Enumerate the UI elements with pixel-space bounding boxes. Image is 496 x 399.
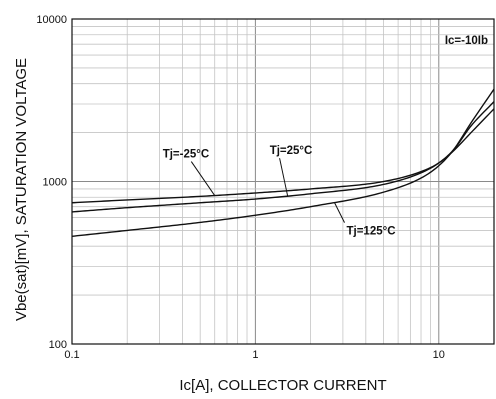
annotation-leader — [279, 158, 289, 197]
condition-label: Ic=-10Ib — [445, 35, 488, 47]
x-tick-label: 0.1 — [64, 349, 79, 361]
series-layer — [71, 88, 495, 237]
annotation-layer: Tj=-25°C Tj=25°C Tj=125°C — [163, 145, 396, 237]
annotation-leader — [334, 202, 345, 223]
y-axis-title: Vbe(sat)[mV], SATURATION VOLTAGE — [13, 58, 30, 321]
series-line-2 — [71, 88, 495, 237]
y-tick-label: 100 — [49, 339, 67, 351]
series-line-1 — [71, 101, 495, 213]
x-tick-label: 10 — [433, 349, 445, 361]
plot-frame — [71, 18, 495, 345]
y-tick-label: 10000 — [36, 14, 67, 26]
annotation-label: Tj=125°C — [347, 226, 396, 238]
y-tick-label: 1000 — [43, 177, 67, 189]
x-axis-title: Ic[A], COLLECTOR CURRENT — [179, 377, 386, 394]
series-line-0 — [71, 108, 495, 204]
annotation-leader — [190, 161, 216, 196]
annotation-label: Tj=25°C — [270, 145, 313, 157]
frame-layer — [71, 18, 495, 345]
x-tick-label: 1 — [252, 349, 258, 361]
tick-label-layer: 0.1 1 10 100 1000 10000 — [36, 14, 445, 361]
grid-layer — [71, 19, 495, 345]
annotation-label: Tj=-25°C — [163, 149, 209, 161]
